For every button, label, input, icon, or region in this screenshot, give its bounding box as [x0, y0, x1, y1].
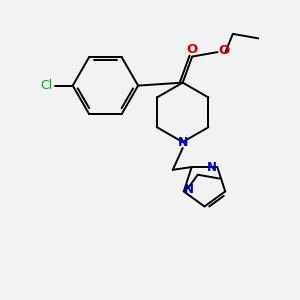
Text: O: O — [219, 44, 230, 57]
Text: O: O — [187, 43, 198, 56]
Text: N: N — [207, 160, 217, 173]
Text: Cl: Cl — [40, 79, 52, 92]
Text: N: N — [178, 136, 188, 148]
Text: N: N — [184, 183, 194, 196]
